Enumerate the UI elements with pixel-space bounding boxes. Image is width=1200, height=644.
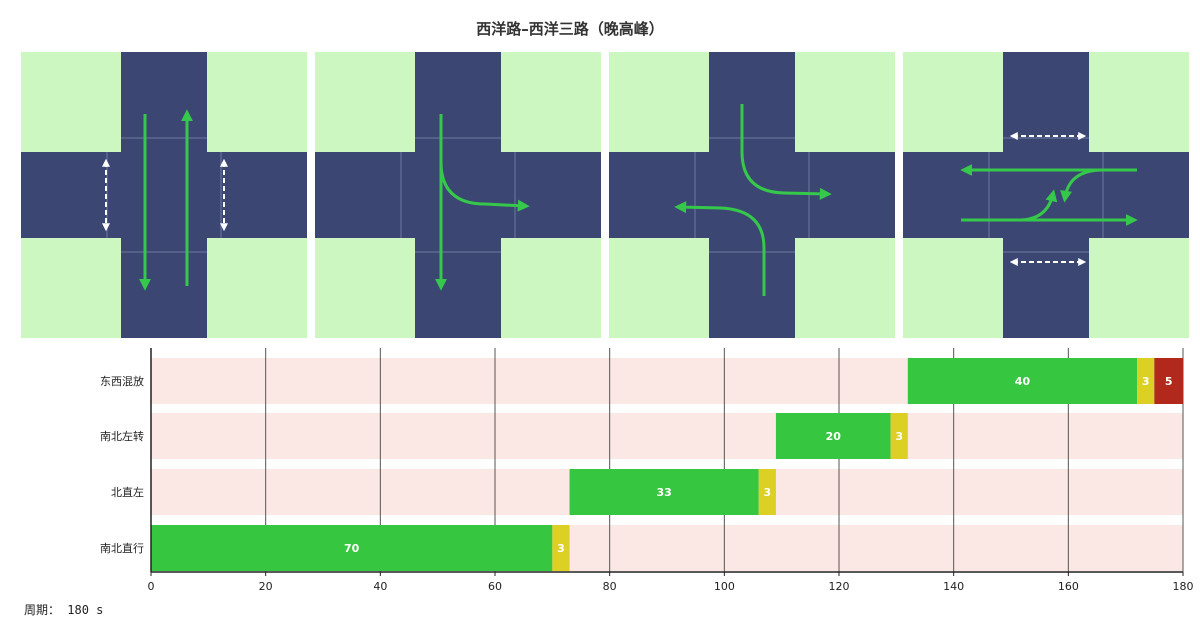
bar-label: 3 bbox=[1142, 375, 1150, 388]
bar-yellow bbox=[758, 469, 776, 515]
bar-label: 3 bbox=[895, 430, 903, 443]
x-tick-label: 40 bbox=[373, 580, 387, 593]
bar-green bbox=[775, 413, 891, 459]
bar-green bbox=[569, 469, 759, 515]
phase-1-svg bbox=[21, 52, 307, 338]
bar-label: 40 bbox=[1015, 375, 1031, 388]
row-label: 南北左转 bbox=[100, 429, 144, 443]
bar-label: 70 bbox=[344, 542, 360, 555]
phase-diagram-3 bbox=[609, 52, 895, 338]
phase-3-svg bbox=[609, 52, 895, 338]
x-tick-label: 140 bbox=[943, 580, 964, 593]
cycle-value: 180 s bbox=[67, 603, 104, 617]
bar-yellow bbox=[552, 525, 570, 571]
chart-title: 西洋路–西洋三路（晚高峰） bbox=[476, 20, 664, 38]
x-tick-label: 20 bbox=[259, 580, 273, 593]
phase-4-svg bbox=[903, 52, 1189, 338]
x-tick-label: 160 bbox=[1058, 580, 1079, 593]
cycle-label: 周期： bbox=[24, 603, 61, 617]
row-background bbox=[151, 413, 1183, 459]
left-turn-south-arrow-icon bbox=[1060, 168, 1104, 203]
x-tick-label: 180 bbox=[1173, 580, 1194, 593]
x-tick-label: 120 bbox=[829, 580, 850, 593]
phase-diagram-4 bbox=[903, 52, 1189, 338]
left-turn-west-arrow-icon bbox=[674, 201, 766, 296]
bar-red bbox=[1154, 358, 1183, 404]
signal-timing-chart: 40 3 520 333 370 3 0 20 40 60 80 100 120 140 160 180 东… bbox=[100, 348, 1194, 593]
phase-2-svg bbox=[315, 52, 601, 338]
bar-label: 3 bbox=[764, 486, 772, 499]
left-turn-east-arrow-icon bbox=[740, 104, 832, 200]
row-label: 北直左 bbox=[111, 485, 144, 499]
phase-bars: 40 3 520 333 370 3 bbox=[151, 358, 1183, 571]
x-tick-label: 100 bbox=[714, 580, 735, 593]
cycle-length: 周期： 180 s bbox=[24, 601, 103, 618]
x-axis: 0 20 40 60 80 100 120 140 160 180 bbox=[148, 348, 1194, 593]
bar-yellow bbox=[1137, 358, 1155, 404]
x-tick-label: 80 bbox=[603, 580, 617, 593]
bar-label: 3 bbox=[557, 542, 565, 555]
bar-green bbox=[151, 525, 553, 571]
phase-diagram-1 bbox=[21, 52, 307, 338]
row-label: 南北直行 bbox=[100, 541, 144, 555]
x-tick-label: 0 bbox=[148, 580, 155, 593]
bar-label: 20 bbox=[826, 430, 842, 443]
left-turn-east-arrow-icon bbox=[439, 161, 530, 212]
phase-diagram-2 bbox=[315, 52, 601, 338]
bar-label: 5 bbox=[1165, 375, 1173, 388]
left-turn-north-arrow-icon bbox=[1018, 189, 1058, 222]
x-tick-label: 60 bbox=[488, 580, 502, 593]
row-label: 东西混放 bbox=[100, 374, 144, 388]
bar-green bbox=[907, 358, 1138, 404]
bar-label: 33 bbox=[656, 486, 671, 499]
bar-yellow bbox=[890, 413, 908, 459]
